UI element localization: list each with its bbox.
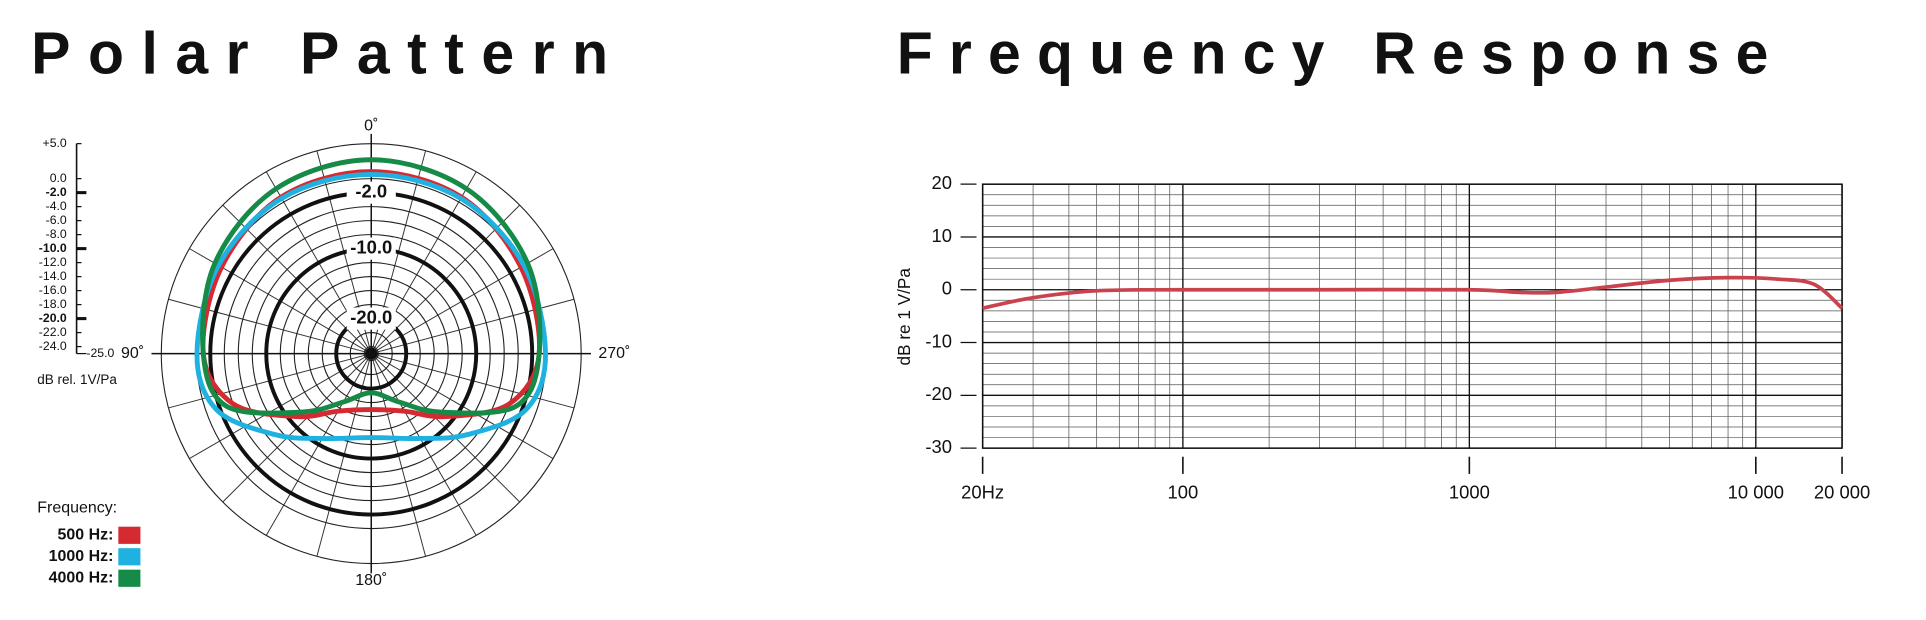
x-tick-label: 1000: [1449, 481, 1490, 502]
y-tick-label: 10: [931, 225, 951, 246]
angle-label: 180˚: [355, 572, 387, 589]
x-tick-label: 20 000: [1814, 481, 1870, 502]
response-line: [982, 275, 1844, 311]
scale-label: -10.0: [39, 241, 67, 255]
legend-label: 4000 Hz:: [49, 569, 114, 586]
polar-curve: [200, 169, 542, 420]
y-tick-label: -10: [925, 330, 952, 351]
angle-label: 0˚: [364, 118, 378, 135]
y-tick-label: -30: [925, 436, 952, 457]
scale-label: -24.0: [39, 339, 67, 353]
hub: [365, 347, 378, 360]
polar-curve: [194, 171, 548, 441]
ring-label-bg: [346, 237, 396, 260]
ring-label-bg: [346, 307, 396, 330]
x-tick-label: 100: [1168, 481, 1199, 502]
scale-label: -2.0: [46, 185, 67, 199]
ring-label-bg: [346, 181, 396, 204]
legend-label: 500 Hz:: [58, 527, 114, 544]
y-axis-label: dB re 1 V/Pa: [894, 268, 914, 366]
x-tick-label: 10 000: [1728, 481, 1784, 502]
scale-unit: dB rel. 1V/Pa: [37, 372, 117, 387]
y-tick-label: 20: [931, 172, 951, 193]
ring-label: -20.0: [350, 306, 392, 327]
plot-frame: [981, 183, 1843, 449]
scale-label: -8.0: [46, 227, 67, 241]
scale-label: -6.0: [46, 213, 67, 227]
scale-label: -12.0: [39, 255, 67, 269]
legend-swatch: [118, 526, 141, 544]
polar-chart: -2.0 -10.0 -20.0 500 Hz: 1000 Hz: 4000 Hz: 0˚ 9…: [37, 118, 630, 589]
scale-label: -25.0: [86, 346, 114, 360]
polar-curve: [200, 157, 543, 416]
ring-label: -2.0: [355, 180, 387, 201]
scale-label: -14.0: [39, 269, 67, 283]
angle-label: 270˚: [598, 345, 630, 362]
ring-label: -10.0: [350, 236, 392, 257]
legend-label: 1000 Hz:: [49, 548, 114, 565]
scale-label: -22.0: [39, 325, 67, 339]
polar-title: Polar Pattern: [31, 22, 608, 87]
frequency-title: Frequency Response: [897, 22, 1769, 87]
scale-label: 0.0: [50, 171, 67, 185]
y-tick-label: -20: [925, 383, 952, 404]
scale-label: +5.0: [43, 136, 67, 150]
scale-label: -20.0: [39, 311, 67, 325]
x-tick-label: 20Hz: [961, 481, 1004, 502]
scale-label: -4.0: [46, 199, 67, 213]
legend-swatch: [118, 548, 141, 566]
scale-label: -16.0: [39, 283, 67, 297]
scale-label: -18.0: [39, 297, 67, 311]
y-tick-label: 0: [942, 278, 952, 299]
frequency-chart: -30 -20 -10 0 10 20 20Hz 100 1000 10 000 20 000 dB …: [894, 172, 1870, 502]
legend-swatch: [118, 569, 141, 587]
angle-label: 90˚: [121, 345, 144, 362]
legend-title: Frequency:: [37, 499, 117, 516]
